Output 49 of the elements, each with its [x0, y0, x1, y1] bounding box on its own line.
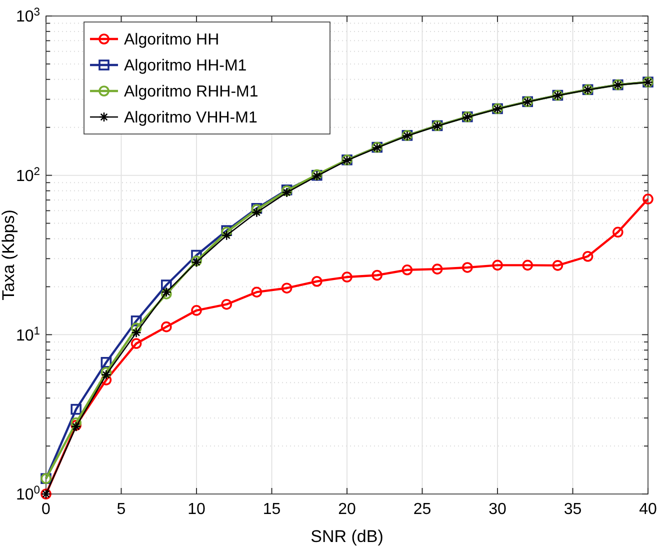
x-tick-label: 10: [188, 501, 206, 518]
point: [70, 417, 82, 428]
point: [161, 321, 172, 332]
point: [342, 272, 352, 282]
x-tick-label: 30: [488, 501, 506, 518]
point: [221, 230, 232, 241]
point: [522, 260, 533, 271]
point: [221, 298, 232, 310]
point: [100, 356, 112, 368]
legend-label: Algoritmo HH-M1: [124, 58, 247, 75]
y-tick-label: 10$^{3}$: [16, 6, 40, 26]
point: [161, 280, 172, 290]
point: [101, 370, 112, 380]
x-axis-title: SNR (dB): [310, 527, 384, 546]
x-tick-label: 20: [338, 501, 356, 518]
x-tick-label: 25: [413, 501, 432, 518]
point: [312, 276, 322, 287]
x-tick-label: 0: [42, 501, 51, 518]
point: [252, 207, 262, 218]
x-tick-label: 15: [262, 501, 281, 518]
legend-label: Algoritmo VHH-M1: [124, 110, 258, 127]
point: [191, 305, 202, 316]
point: [552, 260, 564, 271]
point: [100, 366, 112, 378]
point: [70, 404, 82, 415]
point: [372, 270, 382, 281]
point: [251, 286, 262, 298]
point: [281, 282, 292, 294]
point: [492, 260, 503, 271]
point: [131, 327, 142, 338]
point: [612, 226, 624, 238]
legend-label: Algoritmo HH: [124, 32, 220, 49]
point: [582, 250, 594, 262]
point: [462, 262, 473, 273]
point: [642, 194, 654, 204]
y-axis-title: Taxa (Kbps): [0, 210, 18, 300]
point: [130, 316, 142, 326]
point: [130, 322, 142, 334]
point: [402, 264, 413, 276]
point: [130, 338, 142, 349]
point: [191, 250, 202, 261]
point: [432, 264, 443, 274]
x-tick-label: 35: [564, 501, 582, 518]
x-tick-label: 40: [639, 501, 657, 518]
x-tick-label: 5: [116, 501, 126, 518]
y-tick-label: 10$^{2}$: [16, 166, 40, 185]
y-tick-label: 10$^{0}$: [16, 484, 40, 504]
legend-label: Algoritmo RHH-M1: [124, 84, 258, 101]
y-tick-label: 10$^{1}$: [16, 325, 40, 344]
